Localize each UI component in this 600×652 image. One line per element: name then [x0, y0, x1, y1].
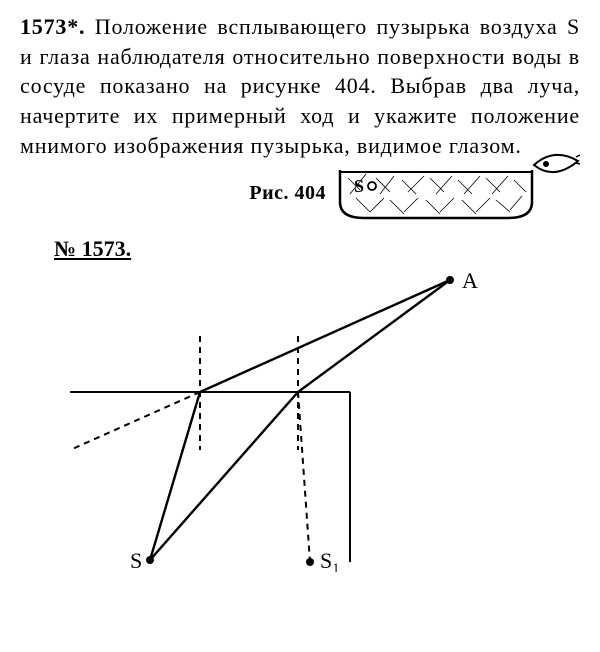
figure-caption: Рис. 404 — [249, 182, 326, 205]
point-label-S: S — [130, 548, 142, 572]
problem-statement: 1573*. Положение всплывающего пузырька в… — [20, 12, 580, 160]
eye-icon — [532, 151, 580, 181]
ray-diagram: A S S₁ — [70, 262, 530, 572]
bubble-label: S — [354, 176, 364, 196]
bubble-icon — [368, 182, 376, 190]
vessel-figure: S — [336, 164, 536, 222]
ray-diagram-wrap: A S S₁ — [20, 262, 580, 572]
solution-number: № 1573. — [54, 236, 580, 262]
point-label-A: A — [462, 268, 478, 293]
point-label-S1: S₁ — [320, 548, 340, 572]
figure-row: Рис. 404 — [20, 164, 580, 222]
problem-body: Положение всплывающего пузырька воздуха … — [20, 14, 580, 158]
problem-number: 1573*. — [20, 14, 85, 39]
